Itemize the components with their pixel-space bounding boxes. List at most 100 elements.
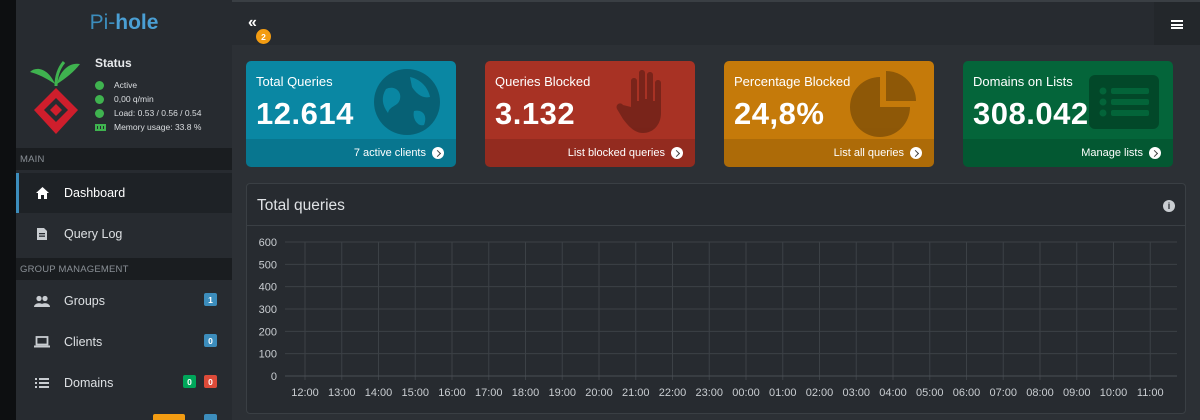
sidebar-item-domains[interactable]: Domains 0 0 <box>16 363 232 403</box>
sidebar-item-query-log[interactable]: Query Log <box>16 214 232 254</box>
x-tick-label: 09:00 <box>1063 387 1091 399</box>
y-tick-label: 400 <box>259 282 277 294</box>
x-tick-label: 17:00 <box>475 387 503 399</box>
main-content: Total Queries 12.614 7 active clients Qu… <box>232 45 1200 420</box>
document-icon <box>34 227 50 241</box>
home-icon <box>34 186 50 200</box>
tile-footer-link[interactable]: List all queries <box>724 139 934 167</box>
sidebar-item-dashboard[interactable]: Dashboard <box>16 173 232 213</box>
list-card-icon <box>1089 75 1159 129</box>
info-icon[interactable]: i <box>1163 200 1175 212</box>
adlists-groups-badge <box>204 414 217 420</box>
x-tick-label: 06:00 <box>953 387 981 399</box>
sidebar-item-clients[interactable]: Clients 0 <box>16 322 232 362</box>
sidebar: Pi-hole Status Active 0,00 q/min Load: 0… <box>0 0 232 420</box>
tile-value: 3.132 <box>495 96 576 131</box>
arrow-circle-right-icon <box>1149 147 1161 159</box>
pie-chart-icon <box>850 71 916 137</box>
x-tick-label: 01:00 <box>769 387 797 399</box>
tile-value: 24,8% <box>734 96 825 131</box>
x-tick-label: 22:00 <box>659 387 687 399</box>
x-tick-label: 08:00 <box>1026 387 1054 399</box>
x-tick-label: 18:00 <box>512 387 540 399</box>
tile-percentage-blocked: Percentage Blocked 24,8% List all querie… <box>724 61 934 167</box>
tile-footer-label: 7 active clients <box>353 147 426 159</box>
y-tick-label: 100 <box>259 349 277 361</box>
gauge-icon <box>95 94 104 104</box>
status-dot-icon <box>95 80 104 90</box>
x-tick-label: 20:00 <box>585 387 613 399</box>
x-tick-label: 13:00 <box>328 387 356 399</box>
status-panel: Status Active 0,00 q/min Load: 0.53 / 0.… <box>16 46 232 146</box>
x-tick-label: 15:00 <box>401 387 429 399</box>
hamburger-icon <box>1171 20 1183 29</box>
domains-allowed-badge: 0 <box>183 375 196 388</box>
tile-domains-on-lists: Domains on Lists 308.042 Manage lists <box>963 61 1173 167</box>
x-tick-label: 12:00 <box>291 387 319 399</box>
section-header-main: MAIN <box>16 148 232 170</box>
status-title: Status <box>95 56 132 70</box>
double-chevron-left-icon[interactable]: « <box>248 14 257 31</box>
x-tick-label: 02:00 <box>806 387 834 399</box>
hamburger-menu-button[interactable] <box>1154 2 1200 47</box>
status-memory: Memory usage: 33.8 % <box>95 120 201 134</box>
list-icon <box>34 376 50 390</box>
x-tick-label: 19:00 <box>548 387 576 399</box>
cpu-icon <box>95 108 104 118</box>
y-tick-label: 200 <box>259 326 277 338</box>
x-tick-label: 21:00 <box>622 387 650 399</box>
sidebar-item-label: Dashboard <box>64 186 126 200</box>
tile-value: 12.614 <box>256 96 354 131</box>
clients-count-badge: 0 <box>204 334 217 347</box>
tile-value: 308.042 <box>973 96 1089 131</box>
tile-title: Total Queries <box>256 74 333 89</box>
tile-footer-link[interactable]: 7 active clients <box>246 139 456 167</box>
tile-footer-label: Manage lists <box>1081 147 1143 159</box>
x-tick-label: 23:00 <box>695 387 723 399</box>
y-tick-label: 300 <box>259 304 277 316</box>
sidebar-item-label: Domains <box>64 376 114 390</box>
brand-prefix: Pi- <box>89 10 116 34</box>
tile-footer-label: List all queries <box>833 147 904 159</box>
total-queries-chart: 0 100 200 300 400 500 600 12:00 13:00 14:00 15:00 1… <box>259 237 1177 399</box>
sidebar-item-label: Clients <box>64 335 103 349</box>
y-tick-label: 500 <box>259 259 277 271</box>
tile-total-queries: Total Queries 12.614 7 active clients <box>246 61 456 167</box>
status-memory-label: Memory usage: 33.8 % <box>114 122 202 132</box>
brand-name: hole <box>115 10 159 34</box>
notification-badge[interactable]: 2 <box>256 29 271 44</box>
x-tick-label: 10:00 <box>1100 387 1128 399</box>
domains-denied-badge: 0 <box>204 375 217 388</box>
x-tick-label: 05:00 <box>916 387 944 399</box>
x-tick-label: 16:00 <box>438 387 466 399</box>
section-header-group-management: GROUP MANAGEMENT <box>16 258 232 280</box>
tile-footer-link[interactable]: List blocked queries <box>485 139 695 167</box>
arrow-circle-right-icon <box>671 147 683 159</box>
arrow-circle-right-icon <box>432 147 444 159</box>
tile-title: Domains on Lists <box>973 74 1073 89</box>
x-tick-label: 07:00 <box>989 387 1017 399</box>
tile-title: Percentage Blocked <box>734 74 851 89</box>
y-tick-label: 0 <box>271 371 277 383</box>
x-tick-label: 00:00 <box>732 387 760 399</box>
globe-icon <box>374 69 440 135</box>
hand-icon <box>616 70 661 133</box>
laptop-icon <box>34 335 50 349</box>
x-tick-label: 03:00 <box>842 387 870 399</box>
chart-title: Total queries <box>257 197 345 214</box>
x-tick-label: 14:00 <box>365 387 393 399</box>
tile-footer-link[interactable]: Manage lists <box>963 139 1173 167</box>
status-rate-label: 0,00 q/min <box>114 94 154 104</box>
users-icon <box>34 294 50 308</box>
memory-icon <box>95 123 106 131</box>
sidebar-item-label: Groups <box>64 294 105 308</box>
adlists-count-badge <box>153 414 185 420</box>
x-tick-label: 04:00 <box>879 387 907 399</box>
tile-title: Queries Blocked <box>495 74 591 89</box>
status-load-label: Load: 0.53 / 0.56 / 0.54 <box>114 108 202 118</box>
top-navbar: « 2 <box>232 0 1200 47</box>
sidebar-item-groups[interactable]: Groups 1 <box>16 281 232 321</box>
groups-count-badge: 1 <box>204 293 217 306</box>
status-active-label: Active <box>114 80 138 90</box>
brand-logo-text[interactable]: Pi-hole <box>16 0 232 45</box>
